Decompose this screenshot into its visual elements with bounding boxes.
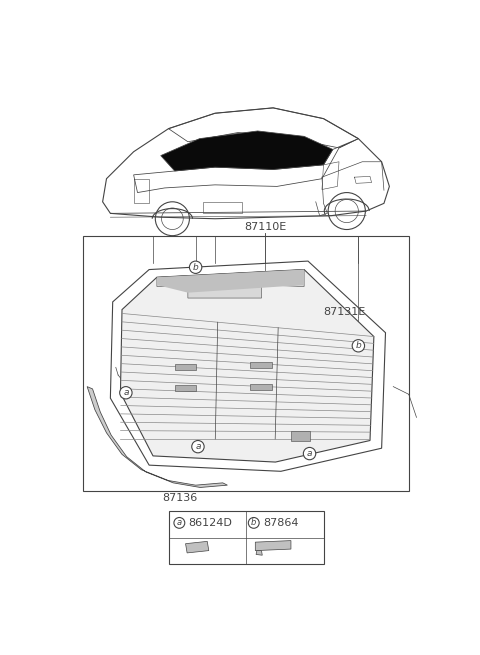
Text: a: a <box>123 388 129 398</box>
Polygon shape <box>255 540 291 551</box>
Bar <box>250 384 272 390</box>
Polygon shape <box>157 270 304 293</box>
Text: a: a <box>307 449 312 458</box>
Polygon shape <box>256 551 262 555</box>
Polygon shape <box>120 270 374 462</box>
Text: 87136: 87136 <box>163 493 198 503</box>
Polygon shape <box>186 542 209 553</box>
Text: 87110E: 87110E <box>244 222 287 232</box>
Circle shape <box>174 517 185 529</box>
Circle shape <box>120 386 132 399</box>
Text: b: b <box>356 341 361 350</box>
Polygon shape <box>87 386 228 487</box>
Text: 86124D: 86124D <box>188 518 232 528</box>
Text: b: b <box>193 263 199 272</box>
Text: a: a <box>195 442 201 451</box>
Polygon shape <box>161 131 333 171</box>
Bar <box>291 431 311 441</box>
Text: 87131E: 87131E <box>324 307 366 317</box>
Text: a: a <box>177 518 182 527</box>
Bar <box>204 202 242 213</box>
Circle shape <box>303 447 316 460</box>
Bar <box>175 385 196 391</box>
Text: 87864: 87864 <box>263 518 299 528</box>
Circle shape <box>192 441 204 453</box>
Circle shape <box>352 340 365 352</box>
Polygon shape <box>157 270 304 298</box>
Bar <box>168 512 324 564</box>
Bar <box>250 362 272 368</box>
Text: b: b <box>251 518 256 527</box>
Bar <box>175 364 196 369</box>
Bar <box>83 236 409 491</box>
Circle shape <box>190 261 202 273</box>
Circle shape <box>248 517 259 529</box>
